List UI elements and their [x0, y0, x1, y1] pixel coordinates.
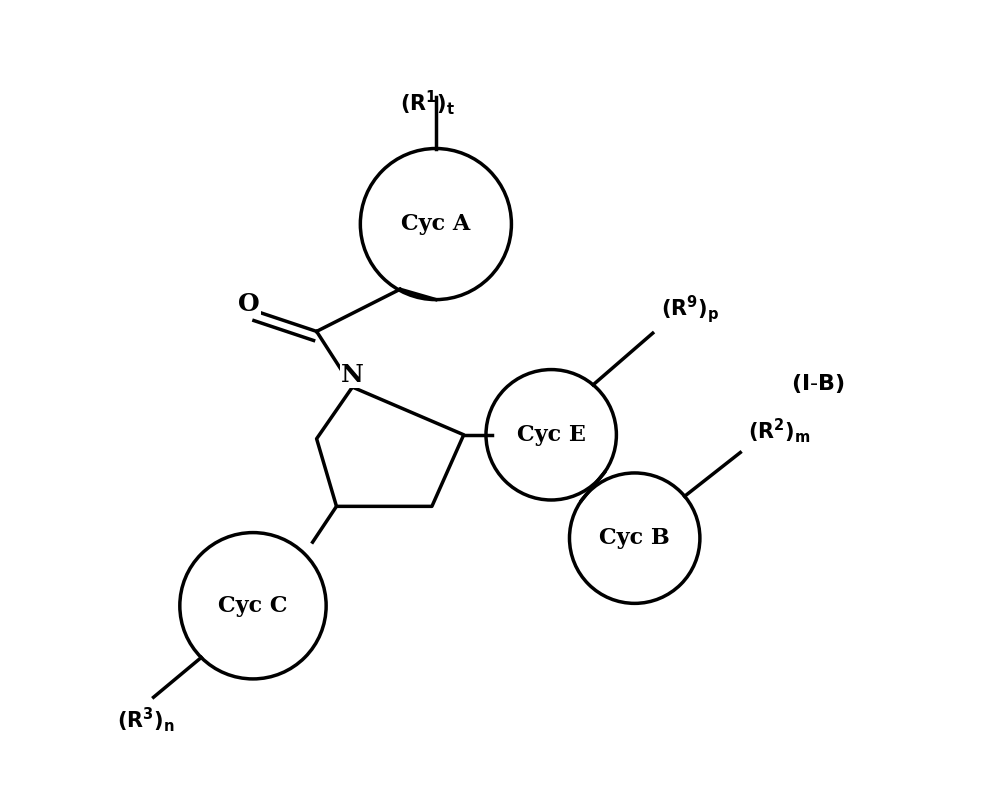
- Text: $\mathbf{(R^9)_p}$: $\mathbf{(R^9)_p}$: [660, 293, 719, 326]
- Text: Cyc A: Cyc A: [402, 213, 471, 235]
- Text: O: O: [238, 291, 260, 315]
- Text: $\mathbf{(I\text{-}B)}$: $\mathbf{(I\text{-}B)}$: [791, 372, 844, 394]
- Text: $\mathbf{(R^3)_n}$: $\mathbf{(R^3)_n}$: [117, 705, 175, 734]
- Text: $\mathbf{(R^2)_m}$: $\mathbf{(R^2)_m}$: [748, 416, 811, 444]
- Text: N: N: [341, 363, 364, 387]
- Text: Cyc C: Cyc C: [218, 595, 288, 617]
- Text: Cyc E: Cyc E: [516, 424, 585, 446]
- Text: $\mathbf{(R^1)_t}$: $\mathbf{(R^1)_t}$: [401, 88, 456, 117]
- Text: Cyc B: Cyc B: [599, 527, 670, 549]
